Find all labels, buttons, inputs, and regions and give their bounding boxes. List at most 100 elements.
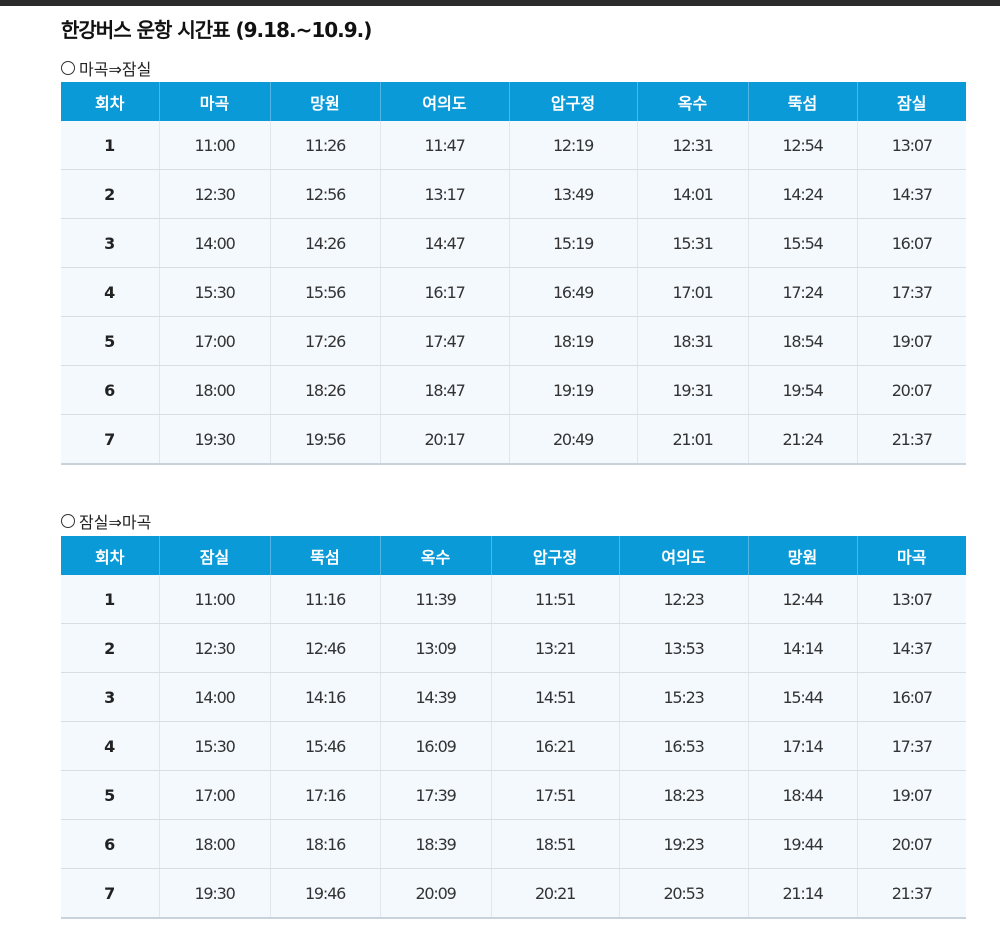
departure-time-cell: 15:31: [636, 218, 748, 268]
departure-time-cell: 13:49: [508, 169, 637, 219]
departure-time-cell: 18:44: [747, 770, 857, 820]
header-row: 회차 잠실 뚝섬 옥수 압구정 여의도 망원 마곡: [61, 536, 966, 575]
column-header-stop: 잠실: [158, 536, 270, 575]
run-number-cell: 4: [61, 267, 159, 317]
table-row: 2 12:30 12:56 13:17 13:49 14:01 14:24 14:37: [61, 169, 966, 219]
table-row: 3 14:00 14:26 14:47 15:19 15:31 15:54 16:07: [61, 218, 966, 268]
departure-time-cell: 16:49: [508, 267, 637, 317]
departure-time-cell: 12:46: [269, 623, 380, 673]
departure-time-cell: 15:46: [269, 721, 380, 771]
run-number-cell: 3: [61, 672, 159, 722]
departure-time-cell: 18:26: [269, 365, 380, 415]
column-header-stop: 망원: [269, 82, 380, 121]
column-header-stop: 옥수: [636, 82, 748, 121]
departure-time-cell: 21:14: [747, 868, 857, 919]
column-header-stop: 옥수: [379, 536, 491, 575]
section-label-text: 잠실⇒마곡: [79, 513, 152, 532]
departure-time-cell: 18:16: [269, 819, 380, 869]
table-row: 5 17:00 17:16 17:39 17:51 18:23 18:44 19:07: [61, 770, 966, 820]
departure-time-cell: 19:30: [158, 868, 270, 919]
departure-time-cell: 17:37: [856, 267, 966, 317]
departure-time-cell: 12:31: [636, 121, 748, 170]
departure-time-cell: 14:24: [747, 169, 857, 219]
departure-time-cell: 17:16: [269, 770, 380, 820]
timetable-jamsil-magok: 회차 잠실 뚝섬 옥수 압구정 여의도 망원 마곡 1 11:00 11:16 11:39 11:51…: [61, 536, 966, 919]
departure-time-cell: 14:26: [269, 218, 380, 268]
departure-time-cell: 14:51: [490, 672, 619, 722]
departure-time-cell: 15:30: [158, 267, 270, 317]
departure-time-cell: 20:21: [490, 868, 619, 919]
departure-time-cell: 20:07: [856, 819, 966, 869]
table-row: 1 11:00 11:16 11:39 11:51 12:23 12:44 13:07: [61, 575, 966, 624]
run-number-cell: 7: [61, 414, 159, 465]
table-row: 4 15:30 15:56 16:17 16:49 17:01 17:24 17:37: [61, 267, 966, 317]
departure-time-cell: 16:09: [379, 721, 491, 771]
column-header-stop: 여의도: [618, 536, 748, 575]
header-row: 회차 마곡 망원 여의도 압구정 옥수 뚝섬 잠실: [61, 82, 966, 121]
column-header-stop: 압구정: [508, 82, 637, 121]
circle-icon: [61, 514, 75, 528]
departure-time-cell: 21:37: [856, 868, 966, 919]
departure-time-cell: 17:26: [269, 316, 380, 366]
departure-time-cell: 15:54: [747, 218, 857, 268]
top-bar: [0, 0, 1000, 6]
departure-time-cell: 17:39: [379, 770, 491, 820]
run-number-cell: 3: [61, 218, 159, 268]
departure-time-cell: 14:16: [269, 672, 380, 722]
departure-time-cell: 13:21: [490, 623, 619, 673]
table-row: 5 17:00 17:26 17:47 18:19 18:31 18:54 19:07: [61, 316, 966, 366]
departure-time-cell: 14:37: [856, 623, 966, 673]
departure-time-cell: 16:21: [490, 721, 619, 771]
departure-time-cell: 15:44: [747, 672, 857, 722]
column-header-stop: 마곡: [158, 82, 270, 121]
departure-time-cell: 12:44: [747, 575, 857, 624]
table-row: 2 12:30 12:46 13:09 13:21 13:53 14:14 14:37: [61, 623, 966, 673]
run-number-cell: 2: [61, 623, 159, 673]
departure-time-cell: 11:16: [269, 575, 380, 624]
column-header-stop: 여의도: [379, 82, 509, 121]
departure-time-cell: 13:07: [856, 121, 966, 170]
circle-icon: [61, 61, 75, 75]
departure-time-cell: 18:00: [158, 819, 270, 869]
departure-time-cell: 17:51: [490, 770, 619, 820]
departure-time-cell: 21:24: [747, 414, 857, 465]
departure-time-cell: 19:23: [618, 819, 748, 869]
column-header-stop: 뚝섬: [269, 536, 380, 575]
departure-time-cell: 15:23: [618, 672, 748, 722]
departure-time-cell: 12:30: [158, 623, 270, 673]
departure-time-cell: 11:39: [379, 575, 491, 624]
departure-time-cell: 19:54: [747, 365, 857, 415]
departure-time-cell: 17:14: [747, 721, 857, 771]
departure-time-cell: 16:07: [856, 218, 966, 268]
departure-time-cell: 20:53: [618, 868, 748, 919]
departure-time-cell: 16:17: [379, 267, 509, 317]
departure-time-cell: 18:00: [158, 365, 270, 415]
departure-time-cell: 17:01: [636, 267, 748, 317]
run-number-cell: 7: [61, 868, 159, 919]
departure-time-cell: 13:07: [856, 575, 966, 624]
departure-time-cell: 14:47: [379, 218, 509, 268]
departure-time-cell: 12:54: [747, 121, 857, 170]
departure-time-cell: 21:37: [856, 414, 966, 465]
page-title: 한강버스 운항 시간표 (9.18.~10.9.): [61, 18, 372, 42]
departure-time-cell: 13:17: [379, 169, 509, 219]
run-number-cell: 2: [61, 169, 159, 219]
departure-time-cell: 12:23: [618, 575, 748, 624]
departure-time-cell: 14:39: [379, 672, 491, 722]
departure-time-cell: 19:31: [636, 365, 748, 415]
departure-time-cell: 12:56: [269, 169, 380, 219]
departure-time-cell: 11:26: [269, 121, 380, 170]
departure-time-cell: 17:37: [856, 721, 966, 771]
departure-time-cell: 18:31: [636, 316, 748, 366]
column-header-run: 회차: [61, 82, 159, 121]
run-number-cell: 6: [61, 819, 159, 869]
departure-time-cell: 12:30: [158, 169, 270, 219]
departure-time-cell: 11:51: [490, 575, 619, 624]
table-row: 6 18:00 18:16 18:39 18:51 19:23 19:44 20:07: [61, 819, 966, 869]
departure-time-cell: 18:54: [747, 316, 857, 366]
column-header-stop: 잠실: [856, 82, 966, 121]
table-row: 7 19:30 19:56 20:17 20:49 21:01 21:24 21:37: [61, 414, 966, 465]
departure-time-cell: 15:56: [269, 267, 380, 317]
departure-time-cell: 18:47: [379, 365, 509, 415]
departure-time-cell: 12:19: [508, 121, 637, 170]
